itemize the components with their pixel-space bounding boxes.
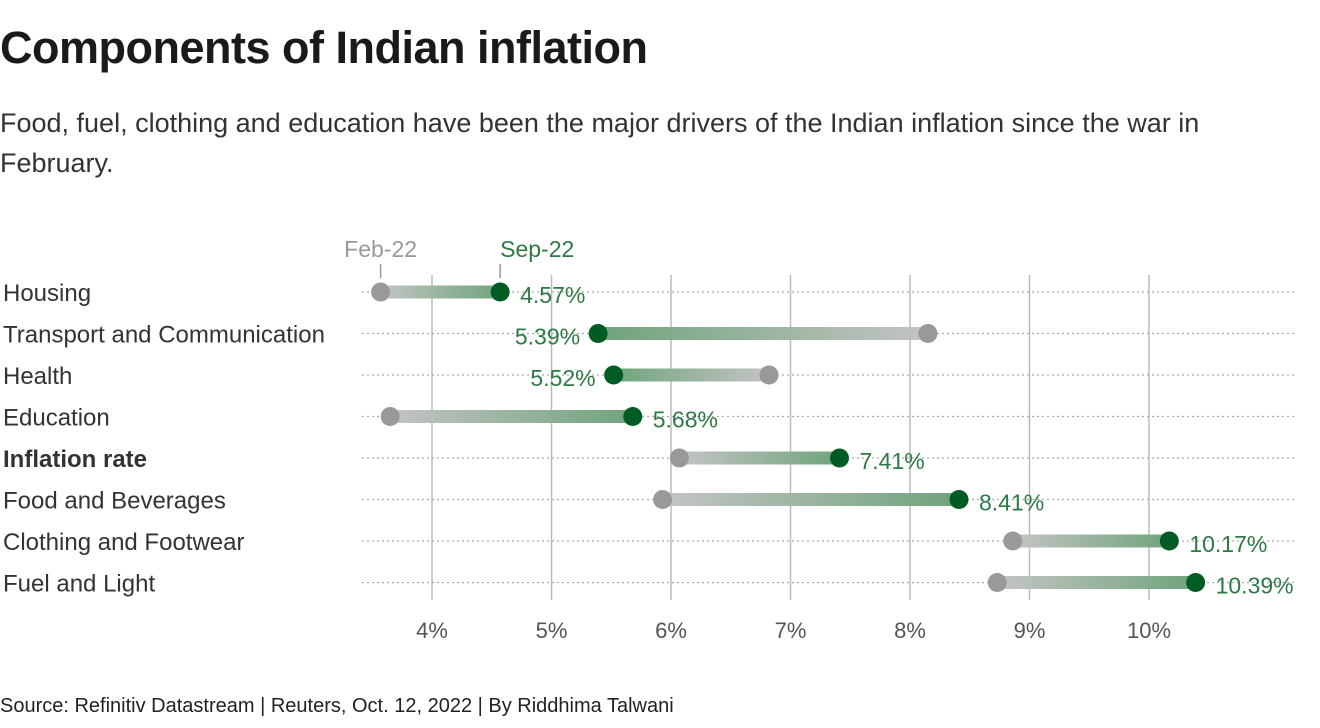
x-tick-label: 4%: [416, 618, 448, 643]
value-label: 10.39%: [1216, 573, 1294, 599]
feb-point: [653, 490, 673, 509]
x-tick-label: 8%: [894, 618, 926, 643]
x-tick-label: 10%: [1127, 618, 1171, 643]
category-label: Housing: [3, 280, 91, 307]
category-label: Fuel and Light: [3, 571, 155, 598]
chart-title: Components of Indian inflation: [0, 22, 648, 73]
feb-point: [918, 324, 938, 343]
feb-point: [1003, 531, 1023, 551]
sep-point: [829, 448, 849, 468]
category-label: Education: [3, 405, 110, 432]
sep-point: [490, 282, 510, 302]
feb-point: [759, 365, 779, 385]
category-label: Transport and Communication: [3, 322, 325, 349]
value-label: 4.57%: [520, 282, 585, 308]
value-label: 8.41%: [979, 490, 1044, 516]
x-tick-label: 6%: [655, 618, 687, 643]
legend-sep: Sep-22: [500, 236, 574, 262]
sep-point: [604, 365, 624, 385]
sep-point: [1186, 573, 1206, 592]
sep-point: [623, 407, 643, 426]
x-tick-label: 5%: [536, 618, 568, 643]
value-label: 5.52%: [530, 365, 595, 391]
feb-point: [987, 573, 1007, 592]
value-label: 10.17%: [1189, 531, 1267, 557]
value-label: 5.68%: [653, 407, 718, 433]
feb-point: [669, 448, 689, 468]
sep-point: [588, 324, 608, 343]
category-label: Clothing and Footwear: [3, 529, 244, 556]
x-tick-label: 9%: [1014, 618, 1046, 643]
category-label: Food and Beverages: [3, 488, 226, 515]
value-label: 7.41%: [859, 448, 924, 474]
feb-point: [380, 407, 400, 426]
legend-feb: Feb-22: [344, 236, 417, 262]
value-label: 5.39%: [515, 324, 580, 350]
sep-point: [949, 490, 969, 509]
source-note: Source: Refinitiv Datastream | Reuters, …: [0, 695, 674, 717]
x-tick-label: 7%: [775, 618, 807, 643]
category-label: Health: [3, 363, 72, 390]
chart-subtitle: Food, fuel, clothing and education have …: [0, 108, 1200, 178]
sep-point: [1159, 531, 1179, 551]
category-label: Inflation rate: [3, 446, 147, 473]
feb-point: [371, 282, 391, 302]
